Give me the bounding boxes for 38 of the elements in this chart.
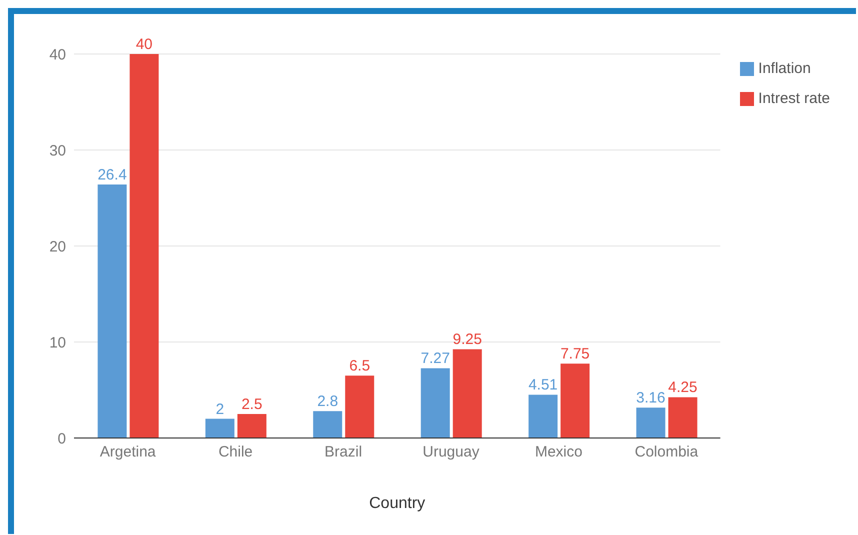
data-label: 4.51 (528, 376, 558, 394)
y-tick-label: 10 (49, 334, 66, 352)
data-label: 7.75 (560, 346, 590, 363)
bar (636, 408, 666, 438)
data-label: 2 (216, 400, 224, 418)
data-label: 7.27 (420, 350, 450, 368)
bar (345, 376, 374, 438)
bar (420, 368, 450, 438)
bar (237, 414, 266, 438)
y-tick-label: 40 (49, 46, 66, 64)
bar (205, 418, 234, 438)
bar (313, 411, 342, 438)
bar (452, 349, 482, 438)
x-tick-label: Mexico (534, 444, 582, 461)
data-label: 4.25 (668, 379, 698, 396)
x-tick-label: Brazil (324, 444, 362, 461)
data-label: 26.4 (98, 166, 127, 184)
bar (528, 394, 558, 438)
data-label: 40 (136, 36, 153, 53)
data-label: 2.8 (317, 393, 338, 410)
bar (98, 184, 127, 438)
x-tick-label: Colombia (634, 444, 699, 461)
data-label: 6.5 (349, 358, 370, 375)
bar (560, 364, 590, 438)
data-label: 9.25 (452, 331, 482, 348)
data-label: 3.16 (636, 390, 666, 407)
legend-label: Intrest rate (758, 90, 830, 107)
y-tick-label: 30 (49, 142, 66, 160)
bar (668, 397, 698, 438)
y-tick-label: 0 (58, 430, 66, 448)
bar (130, 54, 159, 438)
x-tick-label: Chile (218, 444, 253, 461)
x-tick-label: Uruguay (422, 444, 480, 461)
legend-label: Inflation (758, 60, 811, 77)
x-tick-label: Argetina (100, 444, 156, 461)
x-axis-title: Country (369, 495, 426, 512)
data-label: 2.5 (241, 396, 262, 413)
y-tick-label: 20 (49, 238, 66, 256)
